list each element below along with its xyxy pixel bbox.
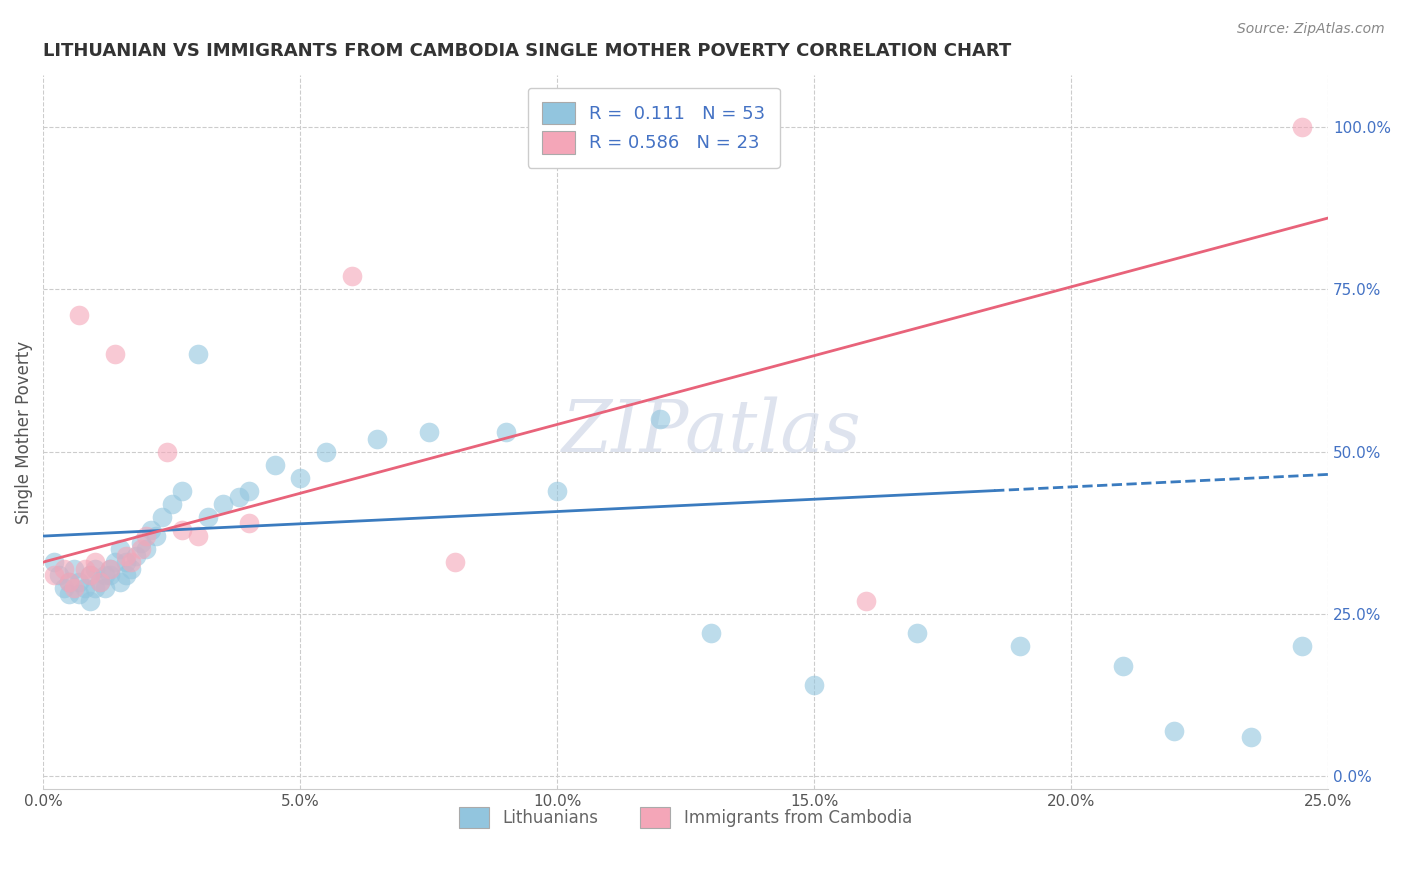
Point: [1111, 659, 1133, 673]
Point: [150, 509, 173, 524]
Point: [73, 581, 96, 595]
Point: [89, 574, 111, 589]
Point: [135, 529, 157, 543]
Point: [104, 347, 127, 361]
Text: LITHUANIAN VS IMMIGRANTS FROM CAMBODIA SINGLE MOTHER POVERTY CORRELATION CHART: LITHUANIAN VS IMMIGRANTS FROM CAMBODIA S…: [44, 42, 1012, 60]
Point: [141, 523, 163, 537]
Point: [172, 483, 194, 498]
Point: [79, 568, 101, 582]
Point: [315, 444, 337, 458]
Point: [129, 535, 152, 549]
Point: [48, 568, 70, 582]
Point: [83, 561, 105, 575]
Point: [803, 678, 825, 692]
Point: [79, 568, 101, 582]
Point: [700, 626, 723, 640]
Point: [135, 542, 157, 557]
Text: Source: ZipAtlas.com: Source: ZipAtlas.com: [1237, 22, 1385, 37]
Point: [104, 555, 127, 569]
Point: [172, 523, 194, 537]
Point: [114, 555, 136, 569]
Point: [120, 555, 142, 569]
Point: [905, 626, 928, 640]
Point: [114, 549, 136, 563]
Point: [648, 412, 671, 426]
Point: [83, 555, 105, 569]
Point: [1291, 120, 1313, 135]
Point: [546, 483, 568, 498]
Point: [120, 561, 142, 575]
Point: [73, 561, 96, 575]
Point: [110, 542, 132, 557]
Point: [98, 568, 121, 582]
Point: [58, 574, 80, 589]
Point: [63, 581, 86, 595]
Point: [418, 425, 440, 440]
Point: [63, 561, 86, 575]
Point: [114, 568, 136, 582]
Point: [1008, 640, 1031, 654]
Point: [94, 568, 117, 582]
Point: [89, 574, 111, 589]
Y-axis label: Single Mother Poverty: Single Mother Poverty: [15, 341, 32, 524]
Point: [238, 483, 260, 498]
Point: [58, 587, 80, 601]
Legend: Lithuanians, Immigrants from Cambodia: Lithuanians, Immigrants from Cambodia: [453, 801, 918, 834]
Point: [110, 574, 132, 589]
Point: [42, 555, 65, 569]
Point: [125, 549, 148, 563]
Point: [98, 561, 121, 575]
Point: [290, 470, 312, 484]
Point: [855, 594, 877, 608]
Point: [1291, 640, 1313, 654]
Point: [197, 509, 219, 524]
Point: [67, 309, 90, 323]
Point: [52, 581, 75, 595]
Point: [83, 581, 105, 595]
Point: [42, 568, 65, 582]
Point: [238, 516, 260, 530]
Point: [263, 458, 285, 472]
Text: ZIPatlas: ZIPatlas: [561, 397, 862, 467]
Point: [160, 497, 183, 511]
Point: [495, 425, 517, 440]
Point: [212, 497, 235, 511]
Point: [443, 555, 465, 569]
Point: [129, 542, 152, 557]
Point: [228, 490, 250, 504]
Point: [67, 574, 90, 589]
Point: [340, 269, 363, 284]
Point: [94, 581, 117, 595]
Point: [1240, 731, 1263, 745]
Point: [58, 574, 80, 589]
Point: [98, 561, 121, 575]
Point: [187, 347, 209, 361]
Point: [145, 529, 167, 543]
Point: [67, 587, 90, 601]
Point: [52, 561, 75, 575]
Point: [156, 444, 179, 458]
Point: [187, 529, 209, 543]
Point: [79, 594, 101, 608]
Point: [1163, 723, 1185, 738]
Point: [366, 432, 388, 446]
